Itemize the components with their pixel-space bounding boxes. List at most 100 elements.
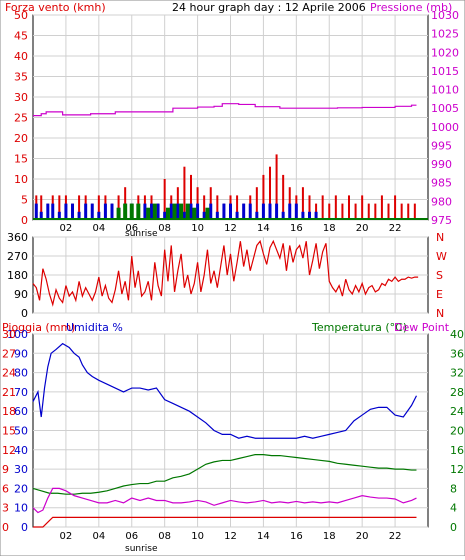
wind-bar xyxy=(242,203,246,220)
gust-bar xyxy=(58,195,61,220)
wind-bar xyxy=(248,203,252,220)
climate-x-tick-label: 18 xyxy=(323,531,336,542)
marks-layer xyxy=(32,103,428,528)
wind-bar xyxy=(110,203,114,220)
calm-bar xyxy=(179,203,184,220)
wind-bar xyxy=(182,211,186,220)
direction-tick-label: 180 xyxy=(7,269,28,282)
gust-bar xyxy=(354,203,357,220)
calm-bar xyxy=(185,203,190,220)
rain-tick-label: 21 xyxy=(2,386,16,399)
humidity-tick-label: 90 xyxy=(14,347,28,360)
gust-bar xyxy=(394,195,397,220)
humidity-tick-label: 0 xyxy=(21,521,28,534)
wind-bar xyxy=(294,203,298,220)
temperature-tick-label: 4 xyxy=(450,502,457,515)
calm-bar xyxy=(152,203,157,220)
wind-tick-label: 35 xyxy=(14,71,28,84)
direction-line xyxy=(32,239,419,307)
rain-tick-label: 9 xyxy=(2,463,9,476)
wind-bar xyxy=(51,203,55,220)
gust-bar xyxy=(282,174,285,220)
sunrise-label-bottom: sunrise xyxy=(125,544,158,554)
humidity-tick-label: 10 xyxy=(14,502,28,515)
wind-bar xyxy=(261,203,265,220)
wind-tick-label: 45 xyxy=(14,30,28,43)
humidity-tick-label: 100 xyxy=(7,328,28,341)
rain-line xyxy=(33,516,417,528)
rain-axis-title: Pioggia (mm) xyxy=(2,321,75,334)
wind-tick-label: 5 xyxy=(21,194,28,207)
wind-bar xyxy=(314,211,318,220)
wind-bar xyxy=(34,203,38,220)
wind-tick-label: 20 xyxy=(14,132,28,145)
temperature-tick-label: 28 xyxy=(450,386,464,399)
temperature-axis-title: Temperatura (°C) xyxy=(311,321,407,334)
pressure-tick-label: 1030 xyxy=(431,9,459,22)
gust-bar xyxy=(183,166,186,220)
calm-bar xyxy=(172,203,177,220)
wind-bar xyxy=(169,203,173,220)
wind-bar xyxy=(46,203,50,220)
calm-bar xyxy=(123,203,128,220)
calm-bar xyxy=(129,203,134,220)
rain-tick-label: 15 xyxy=(2,425,16,438)
gust-bar xyxy=(380,195,383,220)
pressure-tick-label: 1020 xyxy=(431,46,459,59)
temperature-tick-label: 0 xyxy=(450,521,457,534)
wind-x-tick-label: 16 xyxy=(290,223,303,234)
gust-bar xyxy=(348,195,350,220)
wind-tick-label: 50 xyxy=(14,9,28,22)
gust-bar xyxy=(97,195,100,220)
wind-axis-title: Forza vento (kmh) xyxy=(5,1,106,14)
gust-bar xyxy=(321,195,324,220)
wind-bar xyxy=(255,211,259,220)
dewpoint-line xyxy=(32,487,417,514)
wind-bar xyxy=(103,203,107,220)
gust-bar xyxy=(163,179,166,220)
gust-bar xyxy=(361,195,364,220)
wind-tick-label: 0 xyxy=(21,214,28,227)
direction-tick-label: 360 xyxy=(7,231,28,244)
compass-tick-label: S xyxy=(436,269,443,282)
wind-bar xyxy=(150,203,153,220)
gust-bar xyxy=(334,195,337,220)
wind-bar xyxy=(215,211,219,220)
chart-title: 24 hour graph day : 12 Aprile 2006 xyxy=(172,1,366,14)
pressure-tick-label: 980 xyxy=(431,195,452,208)
humidity-line xyxy=(32,342,418,439)
wind-bar xyxy=(308,211,311,220)
sunrise-label-top: sunrise xyxy=(125,229,158,239)
rain-tick-label: 24 xyxy=(2,367,16,380)
temperature-tick-label: 12 xyxy=(450,463,464,476)
gust-bar xyxy=(262,174,265,220)
gust-bar xyxy=(374,203,377,220)
wind-bar xyxy=(275,203,279,220)
calm-bar xyxy=(192,207,197,220)
compass-tick-label: N xyxy=(436,307,444,320)
wind-bar xyxy=(176,203,180,220)
wind-bar xyxy=(301,211,305,220)
wind-bar xyxy=(39,211,43,220)
pressure-axis-title: Pressione (mb) xyxy=(370,1,452,14)
rain-tick-label: 3 xyxy=(2,502,9,515)
wind-bar xyxy=(77,211,81,220)
wind-x-tick-label: 06 xyxy=(125,223,138,234)
gust-bar xyxy=(301,187,304,220)
pressure-tick-label: 1025 xyxy=(431,28,459,41)
wind-bar xyxy=(156,203,160,220)
wind-x-tick-label: 20 xyxy=(356,223,369,234)
climate-x-tick-label: 20 xyxy=(356,531,369,542)
humidity-tick-label: 30 xyxy=(14,463,28,476)
wind-tick-label: 30 xyxy=(14,91,28,104)
wind-bar xyxy=(222,203,226,220)
calm-bar xyxy=(165,207,170,220)
wind-bar xyxy=(64,203,68,220)
temperature-tick-label: 8 xyxy=(450,482,457,495)
wind-x-tick-label: 12 xyxy=(224,223,237,234)
compass-tick-label: N xyxy=(436,231,444,244)
gust-bar xyxy=(367,203,370,220)
wind-bar xyxy=(196,203,200,220)
wind-bar xyxy=(71,203,74,220)
